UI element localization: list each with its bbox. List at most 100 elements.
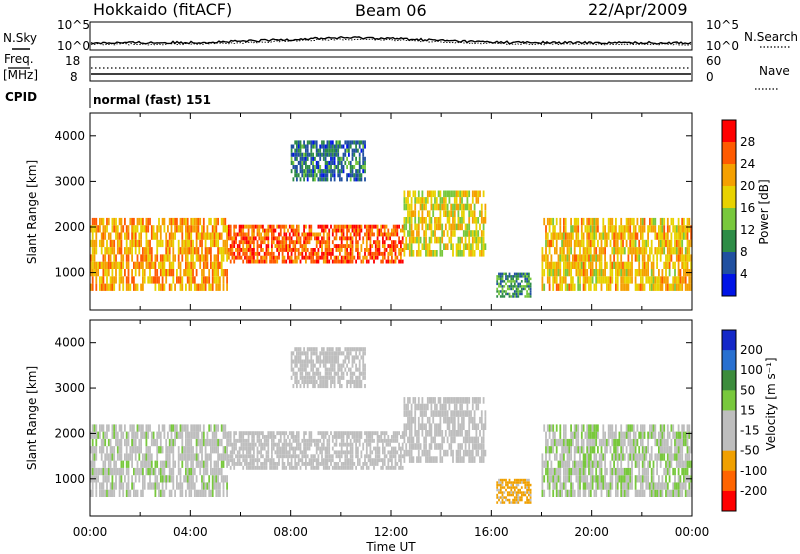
power-cell xyxy=(515,280,518,283)
power-cell xyxy=(677,239,680,248)
velocity-cell xyxy=(434,436,436,444)
velocity-cell xyxy=(358,462,361,466)
velocity-cell xyxy=(690,467,692,476)
power-cell xyxy=(314,140,316,145)
power-cell xyxy=(496,282,499,286)
velocity-cell xyxy=(620,431,623,439)
velocity-cell xyxy=(548,467,551,476)
velocity-cell xyxy=(188,482,191,490)
velocity-cell xyxy=(314,438,316,443)
velocity-cell xyxy=(385,442,388,447)
power-cell xyxy=(557,254,560,262)
power-cell xyxy=(358,160,361,165)
velocity-cell xyxy=(470,456,472,463)
velocity-cell xyxy=(391,458,393,463)
velocity-cell xyxy=(459,456,462,463)
velocity-cell xyxy=(272,465,275,470)
power-cell xyxy=(690,261,692,269)
power-cell xyxy=(408,203,411,211)
velocity-cell xyxy=(147,482,150,490)
power-cell xyxy=(210,261,212,269)
velocity-cell xyxy=(142,424,144,432)
velocity-cell xyxy=(510,486,513,489)
velocity-cell xyxy=(358,431,361,436)
velocity-cell xyxy=(477,423,480,430)
velocity-cell xyxy=(226,446,228,454)
power-cell xyxy=(118,283,121,291)
power-cell xyxy=(263,259,266,264)
velocity-cell xyxy=(188,438,191,447)
velocity-cell xyxy=(462,423,465,430)
velocity-cell xyxy=(428,443,431,450)
power-cell xyxy=(586,239,589,248)
power-cell xyxy=(675,276,678,284)
velocity-cell xyxy=(588,467,590,476)
velocity-cell xyxy=(515,501,518,504)
velocity-cell xyxy=(165,460,168,468)
velocity-cell xyxy=(512,491,514,494)
power-cell xyxy=(306,152,309,157)
power-cell xyxy=(468,223,471,231)
power-cell xyxy=(340,248,343,252)
power-cell xyxy=(351,236,354,241)
power-cell xyxy=(593,239,596,248)
power-cell xyxy=(374,244,377,248)
velocity-cell xyxy=(416,436,418,444)
power-cell xyxy=(224,247,227,255)
velocity-cell xyxy=(645,482,648,490)
power-cell xyxy=(394,248,397,252)
power-cell xyxy=(245,244,248,248)
velocity-cell xyxy=(625,475,628,483)
power-cell xyxy=(296,236,298,241)
power-cell xyxy=(666,217,669,226)
power-cell xyxy=(643,283,646,291)
power-cell xyxy=(389,259,391,264)
velocity-cell xyxy=(584,482,587,490)
power-cell xyxy=(335,236,338,241)
power-cell xyxy=(267,232,270,237)
velocity-cell xyxy=(136,424,139,432)
power-cell xyxy=(127,247,130,255)
velocity-cell xyxy=(349,465,352,470)
power-cell xyxy=(276,248,279,252)
velocity-cell xyxy=(686,431,689,439)
velocity-cell xyxy=(391,446,393,451)
velocity-cell xyxy=(236,454,239,459)
velocity-cell xyxy=(192,460,194,468)
velocity-cell xyxy=(294,465,297,470)
velocity-cell xyxy=(124,453,126,461)
power-cell xyxy=(593,283,596,291)
power-cell xyxy=(179,261,182,269)
power-cell xyxy=(290,236,293,241)
velocity-cell xyxy=(118,489,121,497)
velocity-cell xyxy=(104,475,107,483)
power-cell xyxy=(520,280,523,283)
velocity-cell xyxy=(426,416,429,424)
velocity-cell xyxy=(559,438,562,447)
velocity-cell xyxy=(466,436,469,444)
velocity-cell xyxy=(434,430,436,437)
power-cell xyxy=(244,240,246,245)
power-cell xyxy=(317,255,320,260)
power-cell xyxy=(333,173,336,178)
power-cell xyxy=(181,225,184,233)
power-cell xyxy=(566,239,569,248)
velocity-cell xyxy=(595,467,598,476)
velocity-cell xyxy=(595,431,598,439)
power-cell xyxy=(570,239,572,248)
velocity-cell xyxy=(473,416,476,424)
velocity-cell xyxy=(470,410,472,417)
velocity-cell xyxy=(120,467,123,476)
velocity-cell xyxy=(663,431,666,439)
power-cell xyxy=(328,232,331,237)
power-cell xyxy=(319,148,322,153)
velocity-cell xyxy=(515,483,518,487)
power-cell xyxy=(675,225,678,233)
power-cell xyxy=(335,224,338,229)
velocity-cell xyxy=(652,467,655,476)
velocity-cell xyxy=(482,449,485,457)
velocity-cell xyxy=(369,435,372,439)
velocity-cell xyxy=(204,489,207,497)
power-cell xyxy=(271,232,273,237)
power-cell xyxy=(376,228,379,233)
